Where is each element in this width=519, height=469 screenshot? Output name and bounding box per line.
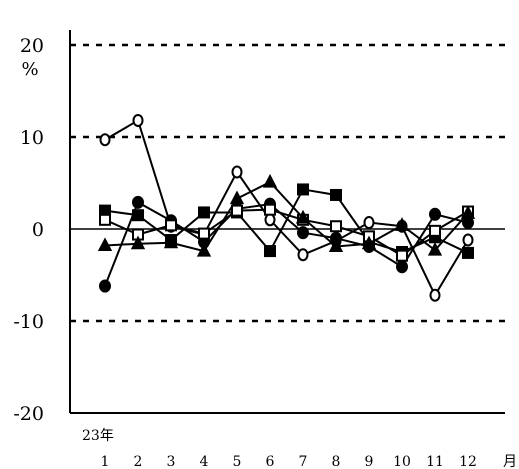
data-point — [262, 173, 278, 188]
series-group — [97, 113, 476, 302]
x-tick-label: 7 — [299, 454, 308, 469]
data-point — [396, 249, 408, 262]
data-point — [163, 234, 179, 249]
data-point — [165, 219, 177, 232]
data-point — [462, 246, 474, 259]
x-tick-label: 6 — [266, 454, 275, 469]
data-point — [198, 206, 210, 219]
data-point — [429, 224, 441, 237]
x-tick-label: 11 — [426, 454, 444, 469]
data-point — [264, 213, 276, 227]
x-tick-label: 12 — [459, 454, 477, 469]
y-tick-label: 20 — [20, 35, 44, 57]
data-point — [328, 238, 344, 252]
data-point — [297, 226, 309, 240]
gridlines — [70, 43, 505, 323]
data-point — [429, 207, 441, 221]
y-tick-label: -20 — [13, 403, 44, 425]
data-point — [264, 203, 276, 216]
data-point — [132, 113, 144, 127]
data-point — [132, 195, 144, 209]
series-line — [104, 118, 469, 298]
data-point — [396, 260, 408, 274]
y-unit-label: % — [21, 59, 38, 80]
x-tick-label: 5 — [233, 454, 242, 469]
data-point — [99, 213, 111, 226]
data-point — [460, 205, 476, 219]
x-tick-labels: 1 2 3 4 5 6 7 8 9 10 11 12 — [101, 454, 477, 469]
x-tick-label: 3 — [167, 454, 176, 469]
data-point — [198, 227, 210, 240]
data-point — [462, 233, 474, 247]
data-point — [196, 242, 212, 257]
data-point — [330, 220, 342, 233]
data-point — [231, 204, 243, 217]
data-point — [231, 165, 243, 179]
data-point — [297, 248, 309, 262]
x-tick-label: 1 — [101, 454, 110, 469]
x-tick-label: 9 — [365, 454, 374, 469]
x-tick-label: 2 — [134, 454, 143, 469]
data-point — [99, 133, 111, 147]
series-filled-square — [99, 183, 474, 259]
data-point — [427, 242, 443, 256]
data-point — [295, 209, 311, 224]
series-open-circle — [99, 113, 474, 302]
data-point — [132, 209, 144, 222]
data-point — [330, 188, 342, 201]
x-tick-label: 10 — [393, 454, 411, 469]
data-point — [229, 190, 245, 205]
x-tick-label: 8 — [332, 454, 341, 469]
y-tick-label: -10 — [13, 311, 44, 333]
data-point — [264, 245, 276, 258]
data-point — [429, 288, 441, 302]
data-point — [297, 183, 309, 196]
series-filled-triangle — [97, 173, 476, 257]
y-tick-label: 0 — [32, 219, 44, 241]
data-point — [99, 279, 111, 293]
data-point — [394, 217, 410, 231]
data-point — [361, 235, 377, 250]
data-point — [130, 235, 146, 250]
data-point — [97, 237, 113, 252]
x-tick-label: 4 — [200, 454, 209, 469]
data-point — [363, 216, 375, 230]
y-tick-label: 10 — [20, 127, 44, 149]
y-tick-labels: 20 10 0 -10 -20 — [13, 35, 44, 425]
x-unit-label: 月 — [503, 454, 517, 469]
year-label: 23年 — [82, 428, 114, 444]
